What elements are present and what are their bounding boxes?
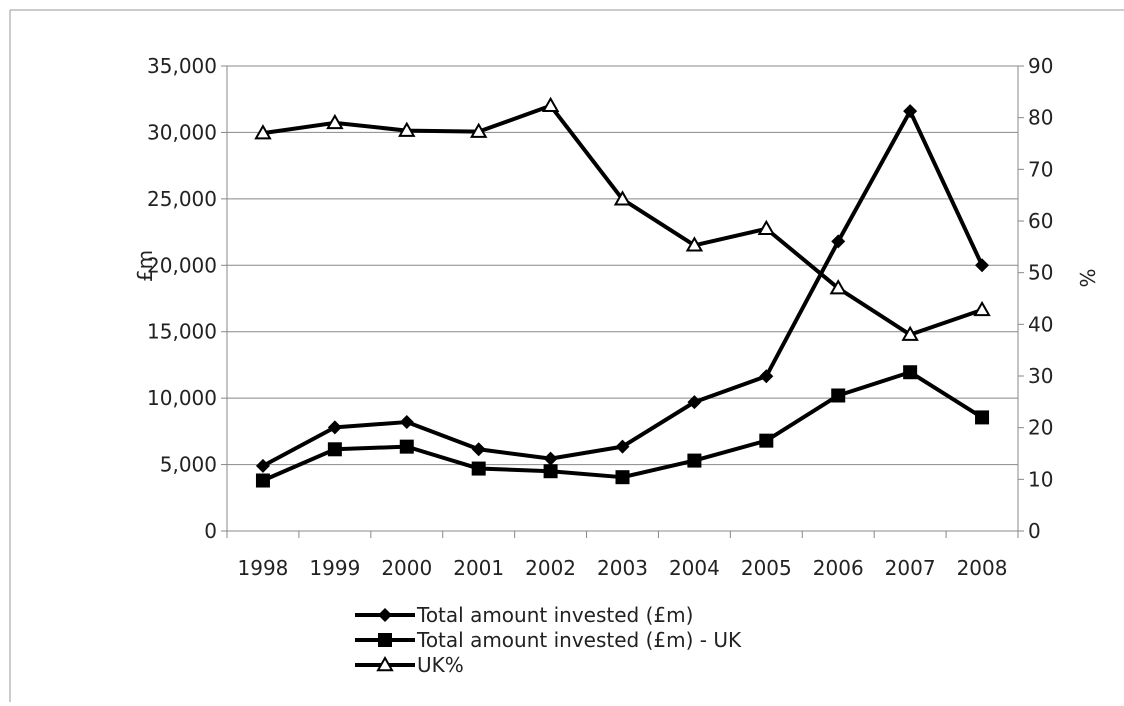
- data-point: [759, 433, 774, 448]
- y-tick-label: 10,000: [147, 386, 217, 410]
- series-line: [262, 103, 983, 337]
- y2-tick-label: 80: [1028, 106, 1053, 130]
- x-tick-label: 1999: [309, 556, 360, 580]
- data-point: [255, 458, 270, 473]
- x-tick-label: 2003: [597, 556, 648, 580]
- data-point: [399, 415, 414, 430]
- data-point: [757, 219, 776, 235]
- data-point: [975, 410, 990, 425]
- data-point: [975, 258, 990, 273]
- x-tick-label: 2005: [741, 556, 792, 580]
- data-point: [326, 113, 344, 130]
- y2-tick-label: 70: [1028, 157, 1053, 181]
- data-point: [903, 104, 918, 119]
- x-tick-label: 2006: [813, 556, 864, 580]
- y2-tick-label: 50: [1028, 261, 1053, 285]
- data-point: [543, 464, 558, 479]
- data-point: [831, 234, 846, 249]
- x-tick-label: 2007: [885, 556, 936, 580]
- axes: 0 5,000 10,000 15,000 20,000 25,000 30,000 35,0…: [147, 54, 1053, 580]
- data-point: [829, 279, 847, 295]
- data-point: [327, 420, 342, 435]
- data-point: [255, 473, 270, 488]
- data-point: [398, 121, 416, 137]
- y-tick-label: 5,000: [160, 453, 217, 477]
- y2-tick-label: 30: [1028, 364, 1053, 388]
- legend-marker: [378, 633, 392, 647]
- data-point: [901, 325, 919, 341]
- data-point: [471, 461, 486, 476]
- y2-tick-label: 10: [1028, 467, 1053, 491]
- data-point: [471, 442, 486, 457]
- y-tick-label: 35,000: [147, 54, 217, 78]
- y2-tick-label: 40: [1028, 312, 1053, 336]
- legend-label: UK%: [417, 653, 464, 677]
- x-tick-label: 1998: [238, 556, 289, 580]
- data-point: [759, 369, 774, 384]
- data-point: [687, 453, 702, 468]
- legend-label: Total amount invested (£m) - UK: [416, 628, 742, 652]
- legend-marker: [376, 655, 394, 672]
- y2-tick-label: 60: [1028, 209, 1053, 233]
- legend-marker: [378, 608, 392, 622]
- data-point: [469, 122, 488, 138]
- y-tick-label: 30,000: [147, 120, 217, 144]
- data-point: [615, 470, 630, 485]
- data-point: [903, 365, 918, 380]
- series-line: [262, 109, 984, 468]
- x-tick-label: 2002: [525, 556, 576, 580]
- x-tick-label: 2004: [669, 556, 720, 580]
- legend: Total amount invested (£m)Total amount i…: [355, 603, 742, 677]
- data-point: [687, 395, 702, 410]
- y2-tick-label: 20: [1028, 416, 1053, 440]
- data-point: [541, 96, 560, 113]
- gridlines: [227, 65, 1018, 466]
- x-tick-label: 2001: [453, 556, 504, 580]
- y2-tick-label: 90: [1028, 54, 1053, 78]
- data-point: [254, 124, 272, 140]
- legend-label: Total amount invested (£m): [416, 603, 693, 627]
- x-tick-label: 2000: [381, 556, 432, 580]
- data-point: [831, 388, 846, 403]
- data-point: [327, 442, 342, 457]
- y-tick-label: 0: [204, 519, 217, 543]
- series: [254, 96, 991, 488]
- y-tick-label: 25,000: [147, 187, 217, 211]
- data-point: [543, 451, 558, 466]
- data-point: [973, 300, 991, 317]
- y-tick-label: 15,000: [147, 320, 217, 344]
- data-point: [685, 236, 704, 252]
- y-tick-label: 20,000: [147, 253, 217, 277]
- y2-axis-title: %: [1075, 268, 1099, 287]
- data-point: [615, 439, 630, 454]
- y-axis-title: £m: [133, 250, 157, 282]
- data-point: [613, 190, 632, 206]
- x-tick-label: 2008: [957, 556, 1008, 580]
- data-point: [399, 439, 414, 454]
- y2-tick-label: 0: [1028, 519, 1041, 543]
